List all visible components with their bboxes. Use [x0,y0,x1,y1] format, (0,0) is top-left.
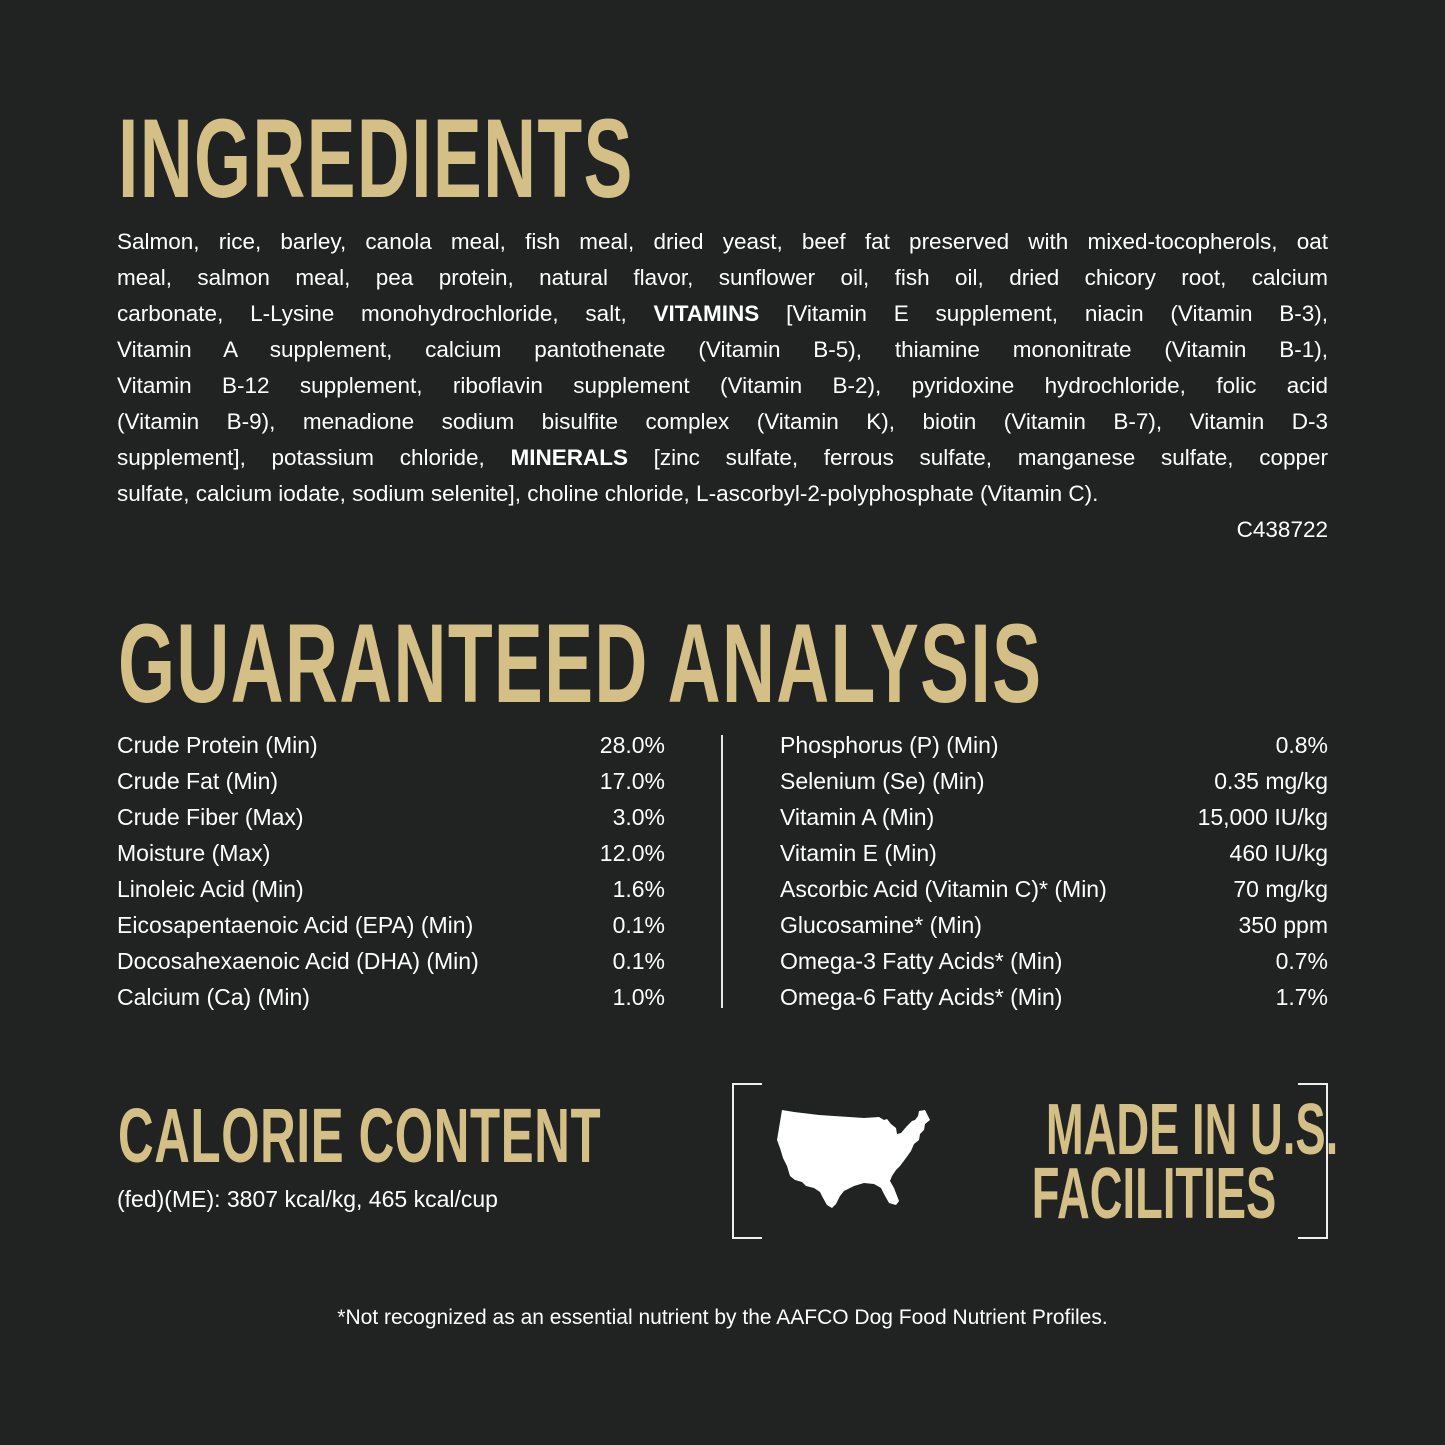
nutrient-label: Calcium (Ca) (Min) [117,984,310,1010]
nutrient-label: Crude Fiber (Max) [117,804,304,830]
nutrient-value: 0.7% [1275,948,1328,974]
analysis-row: Vitamin E (Min) 460 IU/kg [780,835,1328,871]
nutrient-label: Docosahexaenoic Acid (DHA) (Min) [117,948,479,974]
nutrient-label: Crude Fat (Min) [117,768,279,794]
nutrient-label: Phosphorus (P) (Min) [780,732,999,758]
guaranteed-analysis-heading: GUARANTEED ANALYSIS [118,601,1043,726]
right-bracket [1298,1083,1328,1239]
ingredients-line: carbonate, L-Lysine monohydrochloride, s… [117,296,1328,332]
made-in-us-label: MADE IN U.S. FACILITIES [960,1094,1338,1234]
left-bracket [732,1083,762,1239]
nutrient-label: Omega-6 Fatty Acids* (Min) [780,984,1063,1010]
nutrient-value: 350 ppm [1238,912,1328,938]
nutrient-value: 1.6% [612,876,665,902]
ingredients-heading: INGREDIENTS [118,96,634,221]
analysis-row: Eicosapentaenoic Acid (EPA) (Min) 0.1% [117,907,665,943]
ingredients-line: Vitamin A supplement, calcium pantothena… [117,337,1328,362]
nutrient-value: 0.1% [612,912,665,938]
nutrient-value: 460 IU/kg [1229,840,1328,866]
analysis-row: Moisture (Max) 12.0% [117,835,665,871]
vitamins-label: VITAMINS [653,301,760,326]
product-code: C438722 [1236,517,1328,542]
analysis-row: Crude Protein (Min) 28.0% [117,727,665,763]
footnote: *Not recognized as an essential nutrient… [337,1306,1108,1329]
analysis-row: Calcium (Ca) (Min) 1.0% [117,979,665,1015]
analysis-row: Crude Fat (Min) 17.0% [117,763,665,799]
ingredients-line: Vitamin B-12 supplement, riboflavin supp… [117,373,1328,398]
nutrient-label: Moisture (Max) [117,840,271,866]
nutrient-label: Crude Protein (Min) [117,732,318,758]
nutrient-value: 1.7% [1275,984,1328,1010]
analysis-row: Docosahexaenoic Acid (DHA) (Min) 0.1% [117,943,665,979]
nutrient-label: Ascorbic Acid (Vitamin C)* (Min) [780,876,1107,902]
analysis-row: Crude Fiber (Max) 3.0% [117,799,665,835]
analysis-row: Vitamin A (Min) 15,000 IU/kg [780,799,1328,835]
nutrient-label: Selenium (Se) (Min) [780,768,985,794]
analysis-row: Omega-6 Fatty Acids* (Min) 1.7% [780,979,1328,1015]
nutrient-value: 70 mg/kg [1233,876,1328,902]
ingredients-segment: supplement], potassium chloride, [117,445,511,470]
nutrient-value: 1.0% [612,984,665,1010]
ingredients-line: supplement], potassium chloride, MINERAL… [117,440,1328,476]
nutrient-value: 15,000 IU/kg [1197,804,1328,830]
nutrient-label: Eicosapentaenoic Acid (EPA) (Min) [117,912,474,938]
ingredients-segment: carbonate, L-Lysine monohydrochloride, s… [117,301,654,326]
analysis-left-column: Crude Protein (Min) 28.0% Crude Fat (Min) 1… [117,727,665,1015]
analysis-row: Linoleic Acid (Min) 1.6% [117,871,665,907]
analysis-row: Ascorbic Acid (Vitamin C)* (Min) 70 mg/kg [780,871,1328,907]
minerals-label: MINERALS [510,445,628,470]
nutrient-value: 0.1% [612,948,665,974]
us-map-icon [777,1110,930,1208]
nutrient-label: Linoleic Acid (Min) [117,876,304,902]
analysis-row: Phosphorus (P) (Min) 0.8% [780,727,1328,763]
analysis-right-column: Phosphorus (P) (Min) 0.8% Selenium (Se) (M… [780,727,1328,1015]
nutrient-value: 28.0% [599,732,665,758]
nutrient-label: Vitamin E (Min) [780,840,937,866]
made-in-line-1: MADE IN U.S. [1045,1090,1339,1170]
nutrient-value: 0.35 mg/kg [1214,768,1328,794]
ingredients-line: meal, salmon meal, pea protein, natural … [117,265,1328,290]
calorie-content-text: (fed)(ME): 3807 kcal/kg, 465 kcal/cup [117,1186,498,1212]
nutrient-value: 17.0% [599,768,665,794]
ingredients-line: sulfate, calcium iodate, sodium selenite… [117,481,1099,506]
analysis-row: Glucosamine* (Min) 350 ppm [780,907,1328,943]
ingredients-segment: [zinc sulfate, ferrous sulfate, manganes… [627,445,1328,470]
analysis-row: Omega-3 Fatty Acids* (Min) 0.7% [780,943,1328,979]
nutrient-value: 0.8% [1275,732,1328,758]
calorie-content-heading: CALORIE CONTENT [118,1093,602,1179]
nutrient-value: 3.0% [612,804,665,830]
nutrient-label: Glucosamine* (Min) [780,912,982,938]
analysis-row: Selenium (Se) (Min) 0.35 mg/kg [780,763,1328,799]
nutrient-label: Vitamin A (Min) [780,804,935,830]
column-divider [721,735,723,1008]
ingredients-text: Salmon, rice, barley, canola meal, fish … [117,224,1328,548]
nutrient-value: 12.0% [599,840,665,866]
nutrient-label: Omega-3 Fatty Acids* (Min) [780,948,1063,974]
made-in-line-2: FACILITIES [1031,1154,1277,1234]
ingredients-line: (Vitamin B-9), menadione sodium bisulfit… [117,409,1328,434]
ingredients-segment: [Vitamin E supplement, niacin (Vitamin B… [759,301,1328,326]
ingredients-line: Salmon, rice, barley, canola meal, fish … [117,229,1328,254]
